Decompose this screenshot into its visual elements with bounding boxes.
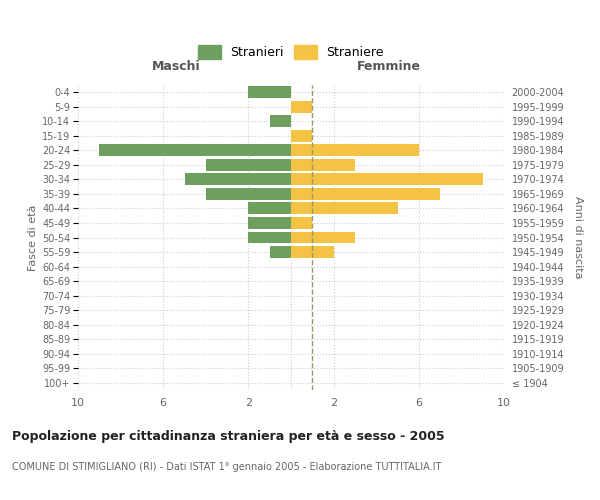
Bar xyxy=(248,232,291,243)
Bar xyxy=(248,202,291,214)
Y-axis label: Anni di nascita: Anni di nascita xyxy=(573,196,583,279)
Bar xyxy=(270,246,291,258)
Bar xyxy=(248,86,291,98)
Text: Maschi: Maschi xyxy=(152,60,200,73)
Y-axis label: Fasce di età: Fasce di età xyxy=(28,204,38,270)
Bar xyxy=(291,217,313,229)
Bar xyxy=(291,144,419,156)
Bar xyxy=(291,101,313,112)
Bar xyxy=(248,217,291,229)
Text: Femmine: Femmine xyxy=(357,60,421,73)
Bar xyxy=(291,232,355,243)
Bar xyxy=(291,130,313,142)
Bar xyxy=(291,246,334,258)
Bar xyxy=(291,159,355,171)
Legend: Stranieri, Straniere: Stranieri, Straniere xyxy=(196,42,386,62)
Bar xyxy=(291,202,398,214)
Bar xyxy=(206,159,291,171)
Bar xyxy=(270,116,291,128)
Bar xyxy=(206,188,291,200)
Bar xyxy=(291,188,440,200)
Bar xyxy=(291,174,483,186)
Text: COMUNE DI STIMIGLIANO (RI) - Dati ISTAT 1° gennaio 2005 - Elaborazione TUTTITALI: COMUNE DI STIMIGLIANO (RI) - Dati ISTAT … xyxy=(12,462,442,472)
Text: Popolazione per cittadinanza straniera per età e sesso - 2005: Popolazione per cittadinanza straniera p… xyxy=(12,430,445,443)
Bar xyxy=(185,174,291,186)
Bar xyxy=(99,144,291,156)
